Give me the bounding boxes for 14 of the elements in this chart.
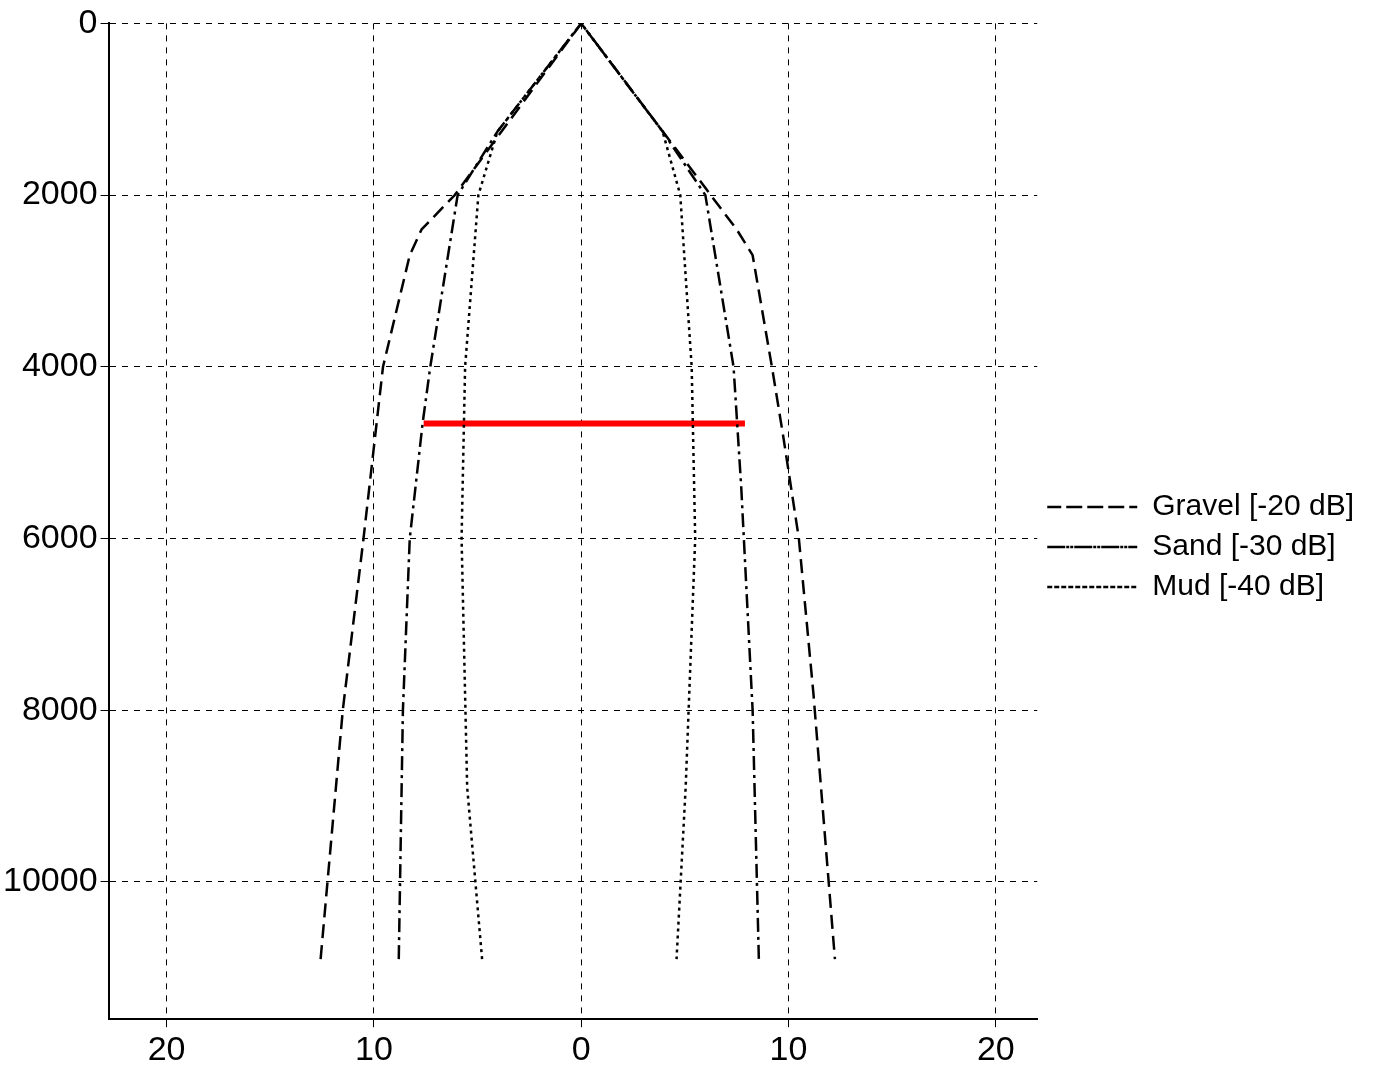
legend-label: Mud [-40 dB] [1152,568,1325,602]
y-tick-label: 6000 [21,516,98,555]
y-tick-label: 8000 [21,688,98,727]
x-tick-label: 10 [769,1028,808,1067]
legend-label: Sand [-30 dB] [1152,528,1336,562]
legend-label: Gravel [-20 dB] [1152,488,1355,522]
y-tick-label: 0 [78,1,98,40]
x-tick-label: 0 [571,1028,591,1067]
y-tick-label: 4000 [21,345,98,384]
x-tick-label: 10 [354,1028,393,1067]
y-tick-label: 10000 [3,860,98,899]
x-tick-label: 20 [976,1028,1015,1067]
y-tick-label: 2000 [21,173,98,212]
x-tick-label: 20 [147,1028,186,1067]
